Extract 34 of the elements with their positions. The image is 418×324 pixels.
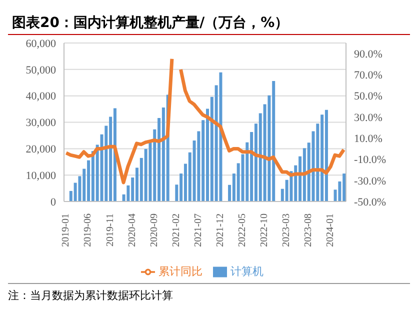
text: 注：当月数据为累计数据环比计算: [8, 283, 410, 303]
y2-tick-label: -30.0%: [354, 175, 386, 188]
x-tick-label: 2021-02: [170, 214, 182, 247]
bar: [324, 110, 328, 202]
x-tick-label: 2020-04: [126, 214, 138, 247]
bar: [219, 72, 222, 202]
y-tick-label: 60,000: [26, 38, 56, 50]
x-tick-label: 2022-10: [258, 214, 270, 247]
y-tick-label: 50,000: [26, 64, 56, 76]
x-tick-label: 2022-05: [236, 214, 248, 247]
y-tick-label: 0: [50, 196, 56, 208]
chart-title: 图表20：国内计算机整机产量/（万台，%）: [8, 8, 410, 35]
legend-label: 累计同比: [158, 266, 202, 278]
y-tick-label: 20,000: [26, 144, 56, 156]
x-tick-label: 2019-11: [104, 214, 116, 246]
y-tick-label: 40,000: [26, 90, 56, 103]
y2-tick-label: -10.0%: [354, 154, 386, 166]
y-tick-label: 10,000: [26, 170, 56, 182]
x-tick-label: 2023-03: [281, 214, 292, 247]
x-tick-label: 2020-09: [148, 214, 160, 247]
x-tick-label: 2021-12: [214, 214, 226, 247]
x-tick-label: 2023-08: [303, 214, 314, 247]
y2-tick-label: 50.0%: [354, 90, 382, 103]
legend-label: 计算机: [230, 266, 264, 278]
x-tick-label: 2019-06: [82, 214, 94, 247]
x-tick-label: 2021-07: [192, 214, 204, 247]
x-tick-label: 2024-01: [325, 214, 336, 247]
x-tick-label: 2019-01: [60, 214, 72, 247]
y2-tick-label: 90.0%: [354, 48, 382, 60]
y2-tick-label: 10.0%: [354, 133, 382, 146]
y-tick-label: 30,000: [26, 117, 56, 130]
y2-tick-label: 70.0%: [354, 70, 382, 82]
y2-tick-label: -50.0%: [354, 196, 386, 208]
y2-tick-label: 30.0%: [354, 112, 382, 124]
